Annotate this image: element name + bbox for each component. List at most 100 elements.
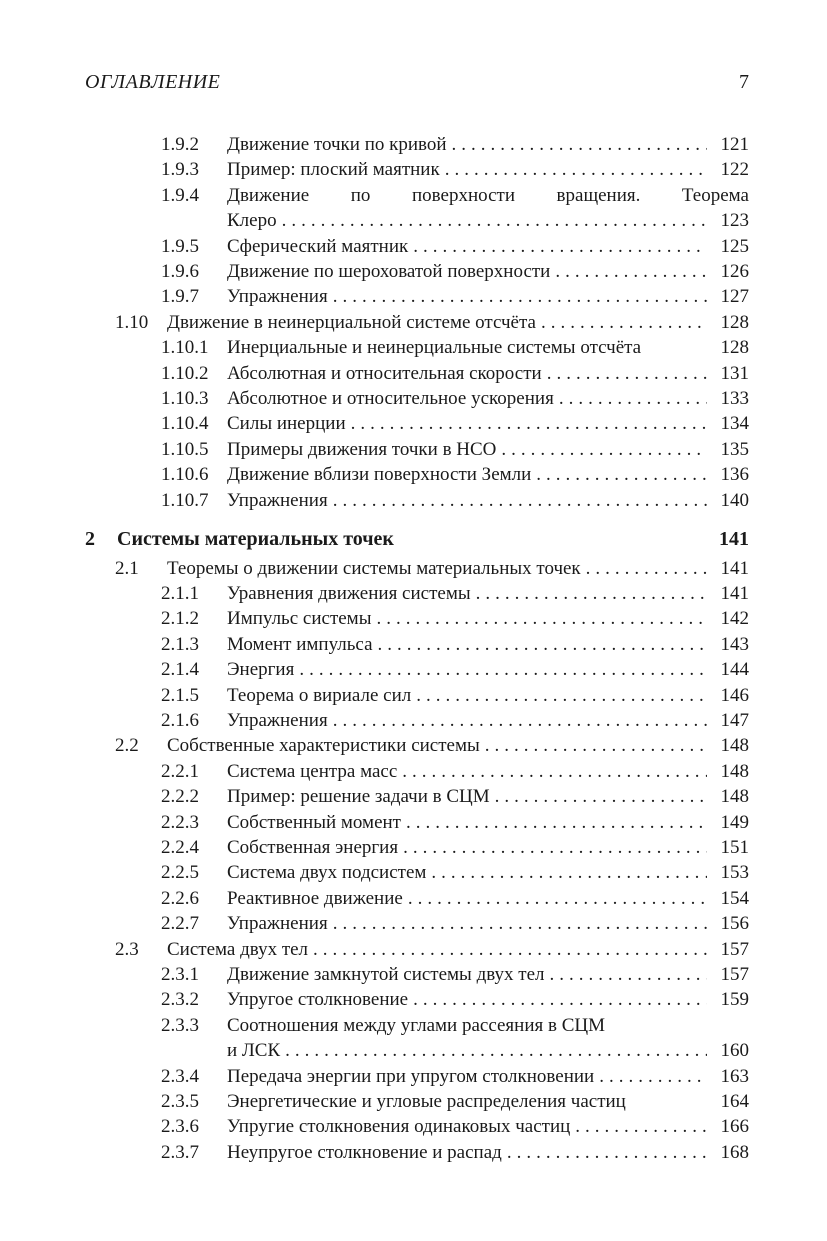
entry-title: Система двух подсистем <box>227 862 427 884</box>
entry-number: 1.9.3 <box>161 159 199 181</box>
dot-leader: ........................................… <box>377 633 707 655</box>
entry-number: 2.2 <box>115 735 139 757</box>
entry-title: Теорема о вириале сил <box>227 684 412 706</box>
dot-leader: ........................................… <box>506 1141 707 1163</box>
entry-page-number: 141 <box>720 557 750 579</box>
dot-leader: ........................................… <box>332 913 707 935</box>
entry-title: Упражнения <box>227 913 328 935</box>
toc-entry-row: 2.3.6 Упругие столкновения одинаковых ча… <box>85 1114 749 1139</box>
dot-leader: ........................................… <box>281 210 707 232</box>
entry-title: Абсолютное и относительное ускорения <box>227 388 554 410</box>
entry-number: 2.1.2 <box>161 608 199 630</box>
entry-title: Неупругое столкновение и распад <box>227 1141 502 1163</box>
toc-entry-row: 2.1 Теоремы о движении системы материаль… <box>85 556 749 581</box>
entry-number: 1.9.7 <box>161 286 199 308</box>
entry-page-number: 157 <box>720 964 750 985</box>
entry-title: Собственные характеристики системы <box>167 735 480 757</box>
entry-page-number: 166 <box>720 1116 750 1138</box>
dot-leader: ........................................… <box>501 438 707 460</box>
entry-title: Соотношения между углами рассеяния в СЦМ <box>227 1014 606 1036</box>
toc-entry-row: Клеро ..................................… <box>85 208 749 233</box>
entry-title: и ЛСК <box>227 1040 281 1062</box>
entry-title: Теоремы о движении системы материальных … <box>167 557 581 579</box>
dot-leader: ........................................… <box>285 1040 707 1062</box>
toc-entry-row: 1.10.7 Упражнения ......................… <box>85 488 749 513</box>
entry-title: Движение вблизи поверхности Земли <box>227 464 532 486</box>
entry-number: 2.3.1 <box>161 964 199 985</box>
entry-title: Движение замкнутой системы двух тел <box>227 964 545 985</box>
entry-number: 1.10.4 <box>161 413 209 435</box>
toc-entry-row: 1.9.6 Движение по шероховатой поверхност… <box>85 259 749 284</box>
entry-page-number: 140 <box>720 489 750 511</box>
entry-title: Системы материальных точек <box>117 528 394 551</box>
entry-title: Упражнения <box>227 709 328 731</box>
toc-entry-row: 1.9.7 Упражнения .......................… <box>85 284 749 309</box>
dot-leader: ........................................… <box>332 286 707 308</box>
entry-title: Пример: плоский маятник <box>227 159 440 181</box>
entry-number: 2.3.5 <box>161 1091 199 1113</box>
entry-page-number: 122 <box>720 159 750 181</box>
toc-entry-row: 2.1.3 Момент импульса ..................… <box>85 632 749 657</box>
toc-entry-row: 2.2.1 Система центра масс ..............… <box>85 759 749 784</box>
entry-title: Примеры движения точки в НСО <box>227 438 497 460</box>
entry-page-number: 128 <box>720 337 750 359</box>
entry-page-number: 147 <box>720 709 750 731</box>
dot-leader: ........................................… <box>475 582 707 604</box>
entry-page-number: 159 <box>720 989 750 1011</box>
running-header: ОГЛАВЛЕНИЕ 7 <box>85 70 749 94</box>
entry-page-number: 126 <box>720 261 750 283</box>
entry-page-number: 141 <box>720 582 750 604</box>
entry-number: 2.3.6 <box>161 1116 199 1138</box>
entry-number: 1.10.2 <box>161 362 209 384</box>
toc-entry-row: 1.10.3 Абсолютное и относительное ускоре… <box>85 386 749 411</box>
entry-page-number: 134 <box>720 413 750 435</box>
entry-page-number: 146 <box>720 684 750 706</box>
toc-entry-row: 2.1.2 Импульс системы ..................… <box>85 606 749 631</box>
entry-number: 1.10.6 <box>161 464 209 486</box>
toc-entry-row: 1.10.1 Инерциальные и неинерциальные сис… <box>85 335 749 360</box>
toc-entry-row: 2.3.3 Соотношения между углами рассеяния… <box>85 1013 749 1038</box>
entry-number: 1.9.2 <box>161 134 199 155</box>
entry-title: Упругие столкновения одинаковых частиц <box>227 1116 571 1138</box>
entry-title: Упругое столкновение <box>227 989 409 1011</box>
entry-page-number: 154 <box>720 887 750 909</box>
entry-number: 2.1 <box>115 557 139 579</box>
toc-entry-row: 2.3.1 Движение замкнутой системы двух те… <box>85 962 749 987</box>
entry-title: Упражнения <box>227 489 328 511</box>
toc-entry-row: 2.2.3 Собственный момент ...............… <box>85 810 749 835</box>
entry-title: Собственная энергия <box>227 836 399 858</box>
dot-leader: ........................................… <box>546 362 707 384</box>
toc-entry-row: 1.9.3 Пример: плоский маятник ..........… <box>85 157 749 182</box>
toc-entry-row: 2.3 Система двух тел ...................… <box>85 937 749 962</box>
toc-entry-row: 2.3.7 Неупругое столкновение и распад ..… <box>85 1140 749 1165</box>
entry-number: 2.3.7 <box>161 1141 199 1163</box>
dot-leader: ........................................… <box>585 557 707 579</box>
entry-page-number: 128 <box>720 311 750 333</box>
toc-entry-row: 1.9.4 Движение по поверхности вращения. … <box>85 183 749 208</box>
entry-page-number: 141 <box>719 528 749 551</box>
entry-page-number: 142 <box>720 608 750 630</box>
entry-number: 2.1.4 <box>161 659 199 681</box>
entry-number: 2.3.2 <box>161 989 199 1011</box>
toc-entry-row: 2.2 Собственные характеристики системы .… <box>85 733 749 758</box>
entry-title: Уравнения движения системы <box>227 582 471 604</box>
toc-entry-row: 2.2.2 Пример: решение задачи в СЦМ .....… <box>85 784 749 809</box>
entry-number: 2.1.5 <box>161 684 199 706</box>
toc-entry-row: и ЛСК ..................................… <box>85 1038 749 1063</box>
entry-page-number: 156 <box>720 913 750 935</box>
dot-leader: ........................................… <box>376 608 707 630</box>
entry-title: Движение по поверхности вращения. Теорем… <box>227 184 749 206</box>
entry-page-number: 131 <box>720 362 750 384</box>
entry-title: Движение по шероховатой поверхности <box>227 261 551 283</box>
entry-page-number: 151 <box>720 836 750 858</box>
toc-entry-row: 1.10.4 Силы инерции ....................… <box>85 411 749 436</box>
dot-leader: ........................................… <box>313 938 707 960</box>
toc-entry-row: 1.9.2 Движение точки по кривой .........… <box>85 132 749 157</box>
entry-number: 1.10.7 <box>161 489 209 511</box>
entry-title: Движение точки по кривой <box>227 134 447 155</box>
toc-entry-row: 1.10 Движение в неинерциальной системе о… <box>85 310 749 335</box>
entry-page-number: 157 <box>720 938 750 960</box>
dot-leader: ........................................… <box>558 388 707 410</box>
entry-title: Реактивное движение <box>227 887 403 909</box>
toc-entry-row: 2.1.6 Упражнения .......................… <box>85 708 749 733</box>
